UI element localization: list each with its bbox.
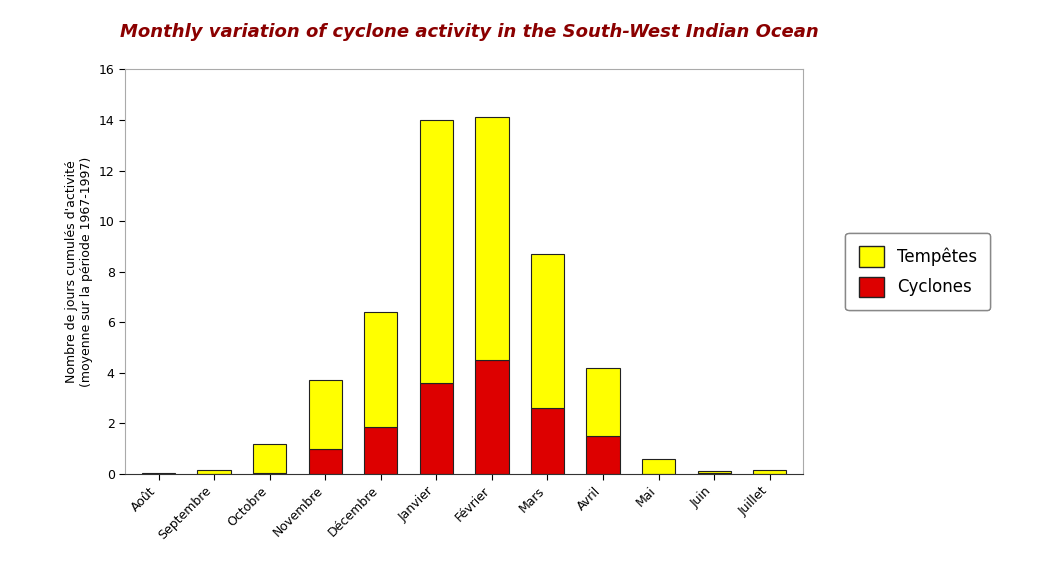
Bar xyxy=(309,380,342,449)
Bar xyxy=(531,254,564,408)
Bar xyxy=(197,470,231,474)
Y-axis label: Nombre de jours cumulés d'activité
(moyenne sur la période 1967-1997): Nombre de jours cumulés d'activité (moye… xyxy=(66,157,93,387)
Bar xyxy=(698,472,731,473)
Legend: Tempêtes, Cyclones: Tempêtes, Cyclones xyxy=(845,233,991,310)
Bar xyxy=(419,120,453,383)
Bar xyxy=(364,427,397,474)
Bar xyxy=(253,444,287,473)
Bar xyxy=(531,408,564,474)
Bar xyxy=(309,449,342,474)
Bar xyxy=(753,470,786,474)
Text: Monthly variation of cyclone activity in the South-West Indian Ocean: Monthly variation of cyclone activity in… xyxy=(120,23,819,41)
Bar xyxy=(698,473,731,474)
Bar xyxy=(476,360,509,474)
Bar xyxy=(476,117,509,360)
Bar xyxy=(364,312,397,427)
Bar xyxy=(419,383,453,474)
Bar xyxy=(253,473,287,474)
Bar xyxy=(586,436,620,474)
Bar xyxy=(586,368,620,436)
Bar xyxy=(142,473,175,474)
Bar xyxy=(641,459,675,474)
